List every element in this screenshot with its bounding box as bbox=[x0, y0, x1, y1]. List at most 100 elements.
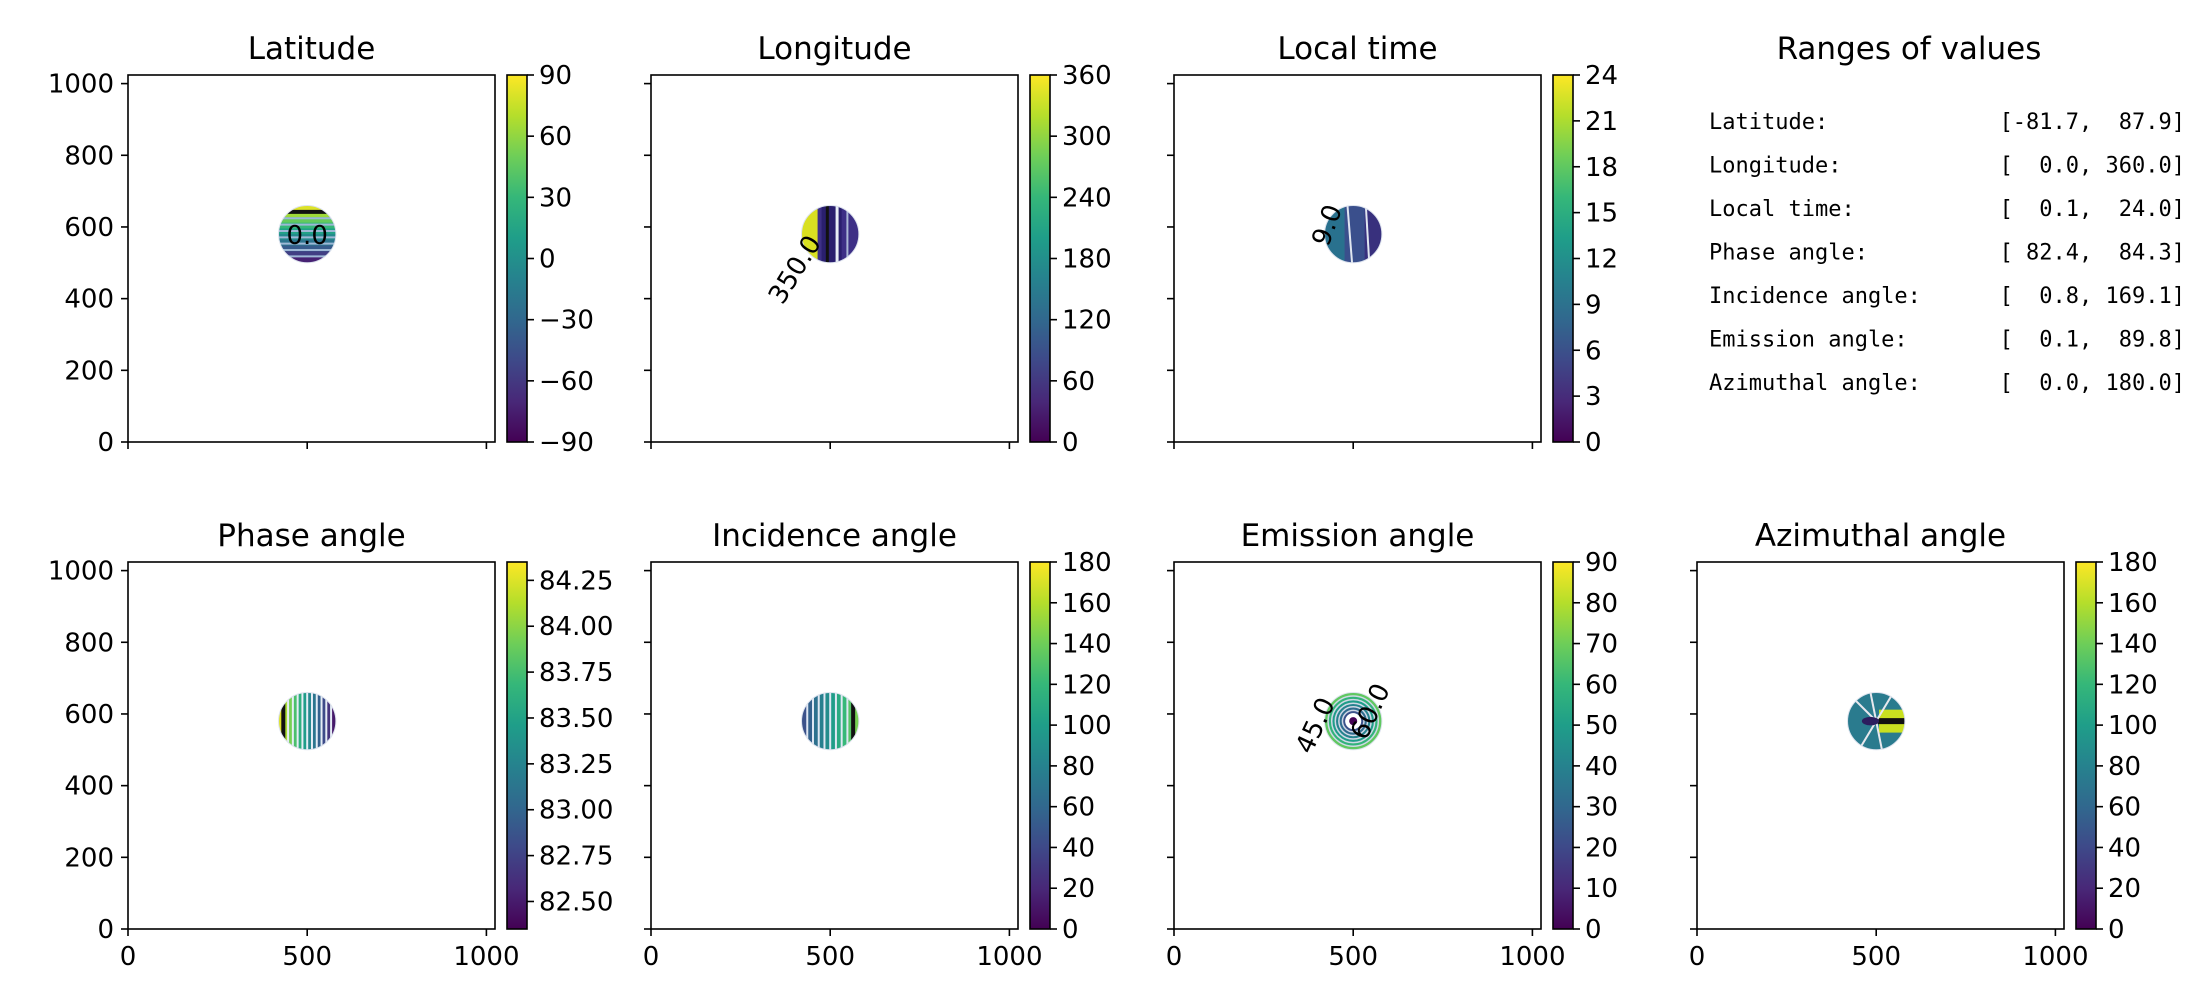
axes-frame bbox=[127, 74, 496, 443]
colorbar-tick-label: 80 bbox=[1062, 752, 1095, 782]
disk-outline bbox=[278, 691, 337, 751]
colorbar-tick-label: 0 bbox=[1585, 428, 1602, 458]
colorbar-tick-label: 100 bbox=[2108, 711, 2158, 741]
colorbar-tick-label: 82.75 bbox=[539, 842, 613, 872]
colorbar-tick-label: 50 bbox=[1585, 711, 1618, 741]
colorbar-tick-label: 180 bbox=[2108, 548, 2158, 578]
colorbar-tick-label: 15 bbox=[1585, 199, 1618, 229]
disk-band bbox=[278, 245, 336, 253]
range-label: Longitude: bbox=[1709, 154, 1841, 179]
disk-band bbox=[288, 692, 294, 750]
disk-band bbox=[801, 692, 809, 750]
panel-title: Latitude bbox=[248, 31, 376, 67]
colorbar-tick-label: 60 bbox=[2108, 793, 2141, 823]
colorbar-tick-label: 30 bbox=[539, 183, 572, 213]
panel-title: Longitude bbox=[757, 31, 911, 67]
y-tick-label: 800 bbox=[64, 141, 114, 171]
colorbar-tick-label: 82.50 bbox=[539, 887, 613, 917]
panel-title: Incidence angle bbox=[712, 518, 957, 554]
disk bbox=[1324, 692, 1382, 750]
colorbar bbox=[1553, 75, 1573, 442]
disk-band bbox=[307, 692, 313, 750]
disk-outline bbox=[1324, 691, 1383, 751]
axes-frame bbox=[1173, 74, 1542, 443]
x-tick-label: 500 bbox=[805, 942, 855, 972]
colorbar-tick-label: 180 bbox=[1062, 548, 1112, 578]
colorbar-tick-label: 20 bbox=[1585, 833, 1618, 863]
x-tick-label: 0 bbox=[643, 942, 660, 972]
y-tick-label: 600 bbox=[64, 700, 114, 730]
colorbar-tick-label: −30 bbox=[539, 306, 594, 336]
disk bbox=[801, 205, 859, 263]
colorbar-tick-label: 0 bbox=[539, 245, 556, 275]
colorbar-tick-label: 20 bbox=[2108, 874, 2141, 904]
colorbar-frame bbox=[1029, 561, 1051, 930]
y-tick-label: 600 bbox=[64, 213, 114, 243]
colorbar-tick-label: 84.25 bbox=[539, 566, 613, 596]
colorbar-tick-label: 300 bbox=[1062, 122, 1112, 152]
x-tick-label: 500 bbox=[1851, 942, 1901, 972]
contour-ring bbox=[1327, 695, 1380, 747]
colorbar-frame bbox=[2075, 561, 2097, 930]
disk-band bbox=[292, 692, 299, 750]
colorbar-tick-label: 180 bbox=[1062, 245, 1112, 275]
colorbar-tick-label: 90 bbox=[539, 61, 572, 91]
axes-frame bbox=[650, 74, 1019, 443]
colorbar bbox=[1030, 562, 1050, 929]
colorbar bbox=[1030, 75, 1050, 442]
contour-line bbox=[1346, 205, 1354, 263]
range-value: [ 0.1, 89.8] bbox=[2000, 328, 2185, 353]
disk-lobe bbox=[1861, 716, 1880, 726]
colorbar-tick-label: 100 bbox=[1062, 711, 1112, 741]
disk-band bbox=[1324, 205, 1345, 263]
colorbar-tick-label: 40 bbox=[1062, 833, 1095, 863]
colorbar-tick-label: 6 bbox=[1585, 336, 1602, 366]
colorbar-tick-label: 160 bbox=[1062, 589, 1112, 619]
disk-band bbox=[278, 216, 336, 224]
disk-band bbox=[331, 692, 336, 750]
colorbar-tick-label: 40 bbox=[2108, 833, 2141, 863]
colorbar-tick-label: 83.50 bbox=[539, 704, 613, 734]
colorbar-tick-label: 9 bbox=[1585, 290, 1602, 320]
contour-line bbox=[1875, 692, 1895, 722]
disk-outline bbox=[1847, 691, 1906, 751]
disk-band bbox=[807, 692, 814, 750]
disk-band bbox=[326, 692, 333, 750]
contour-ring bbox=[1330, 698, 1376, 744]
colorbar-tick-label: 70 bbox=[1585, 630, 1618, 660]
contour-line bbox=[1364, 205, 1371, 263]
colorbar-tick-label: 140 bbox=[2108, 630, 2158, 660]
colorbar-frame bbox=[1552, 561, 1574, 930]
range-label: Azimuthal angle: bbox=[1709, 371, 1921, 396]
colorbar-tick-label: 0 bbox=[1062, 428, 1079, 458]
axes-frame bbox=[1696, 561, 2065, 930]
colorbar-tick-label: 20 bbox=[1062, 874, 1095, 904]
disk-band bbox=[830, 692, 837, 750]
contour-label: 350.0 bbox=[763, 230, 828, 309]
colorbar-tick-label: 40 bbox=[1585, 752, 1618, 782]
colorbar-tick-label: 120 bbox=[1062, 306, 1112, 336]
panel-ranges-of-values: Ranges of values Latitude: [-81.7, 87.9] Lo… bbox=[1709, 31, 2185, 396]
colorbar-tick-label: 60 bbox=[539, 122, 572, 152]
y-tick-label: 800 bbox=[64, 628, 114, 658]
colorbar-tick-label: 80 bbox=[2108, 752, 2141, 782]
y-tick-label: 1000 bbox=[48, 557, 114, 587]
range-value: [-81.7, 87.9] bbox=[2000, 110, 2185, 135]
colorbar-tick-label: 12 bbox=[1585, 245, 1618, 275]
disk-band bbox=[311, 692, 318, 750]
range-label: Phase angle: bbox=[1709, 241, 1868, 266]
x-tick-label: 1000 bbox=[2022, 942, 2088, 972]
contour-label: 0.0 bbox=[287, 221, 328, 251]
disk-band bbox=[278, 222, 336, 230]
x-tick-label: 0 bbox=[1689, 942, 1706, 972]
colorbar bbox=[1553, 562, 1573, 929]
contour-line bbox=[1875, 720, 1883, 750]
panel-longitude: Longitude 350.0 0 60 120 180 240 300 360 bbox=[644, 31, 1112, 458]
panel-title: Emission angle bbox=[1241, 518, 1475, 554]
colorbar bbox=[507, 562, 527, 929]
contour-line bbox=[1858, 720, 1878, 750]
y-tick-label: 200 bbox=[64, 356, 114, 386]
disk-band bbox=[278, 251, 336, 259]
y-tick-label: 1000 bbox=[48, 70, 114, 100]
